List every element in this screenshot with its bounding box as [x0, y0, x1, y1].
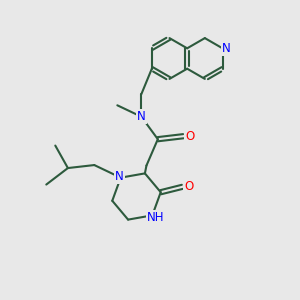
Text: O: O: [185, 130, 195, 143]
Text: O: O: [184, 180, 194, 193]
Text: N: N: [115, 170, 124, 183]
Text: NH: NH: [147, 211, 164, 224]
Text: N: N: [137, 110, 146, 123]
Text: N: N: [222, 42, 230, 55]
